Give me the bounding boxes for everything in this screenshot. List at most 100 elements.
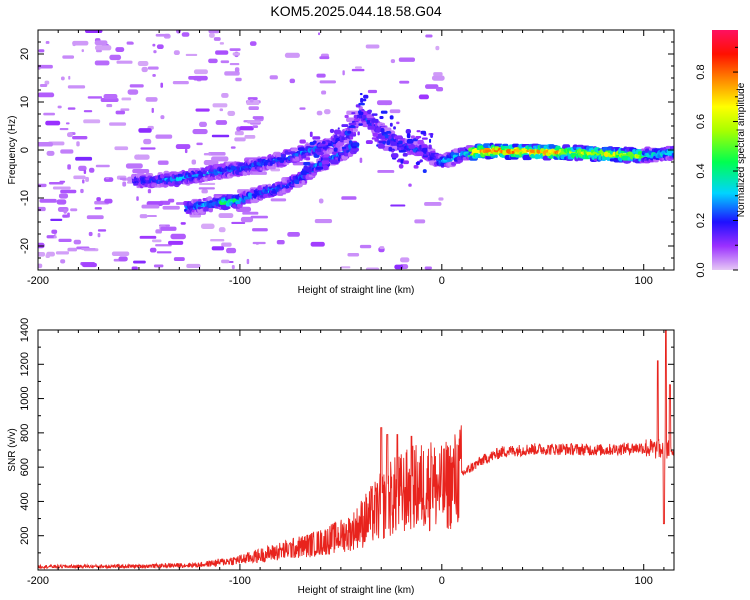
spectrogram-cell	[65, 122, 70, 125]
spectrogram-cell	[376, 100, 393, 106]
spectrogram-cell	[219, 108, 224, 112]
spectrogram-cell	[356, 126, 359, 129]
spectrogram-cell	[318, 32, 321, 36]
spectrogram-cell	[151, 239, 162, 243]
spectrogram-cell	[213, 37, 221, 41]
colorbar-tick-label: 0.6	[695, 114, 707, 129]
spectrogram-cell	[52, 186, 71, 190]
spectrogram-cell	[417, 139, 424, 145]
spectrogram-cell	[106, 104, 113, 108]
spectrogram-cell	[328, 148, 334, 153]
spectrogram-cell	[129, 84, 144, 88]
spectrogram-cell	[226, 247, 237, 254]
spectrogram-cell	[302, 154, 307, 159]
spectrogram-cell	[358, 111, 364, 116]
spectrogram-cell	[425, 84, 439, 89]
spectrogram-cell	[231, 265, 235, 270]
spectrogram-cell	[118, 256, 128, 262]
y-tick-label: 200	[19, 527, 31, 545]
y-tick-label: 400	[19, 492, 31, 510]
spectrogram-cell	[351, 128, 358, 132]
spectrogram-cell	[156, 251, 172, 254]
spectrogram-cell	[380, 128, 385, 133]
spectrogram-cell	[394, 264, 404, 270]
spectrogram-cell	[208, 151, 226, 156]
spectrogram-cell	[390, 141, 398, 146]
spectrogram-cell	[38, 263, 43, 269]
colorbar-label: Normalized spectral amplitude	[736, 82, 747, 217]
spectrogram-cell	[379, 116, 384, 119]
spectrogram-cell	[247, 120, 261, 124]
spectrogram-cell	[333, 147, 338, 152]
spectrogram-cell	[379, 246, 385, 250]
spectrogram-cell	[153, 264, 164, 268]
spectrogram-cell	[210, 239, 225, 242]
spectrogram-cell	[155, 33, 170, 37]
spectrogram-cell	[208, 58, 218, 64]
spectrogram-x-ticks: -200 -100 0 100	[27, 30, 665, 287]
spectrogram-cell	[341, 124, 349, 128]
spectrogram-cell	[72, 135, 88, 140]
spectrogram-cell	[229, 62, 240, 66]
spectrogram-cell	[39, 83, 48, 88]
spectrogram-cell	[248, 106, 259, 111]
spectrogram-cell	[671, 145, 674, 150]
spectrogram-cell	[78, 165, 87, 172]
spectrogram-cell	[155, 244, 172, 247]
spectrogram-cell	[351, 145, 357, 149]
spectrogram-cell	[425, 34, 433, 38]
spectrogram-cell	[337, 127, 340, 130]
spectrogram-cell	[363, 94, 369, 99]
spectrogram-cell	[270, 198, 287, 202]
spectrogram-cell	[269, 75, 278, 80]
spectrogram-cell	[88, 167, 95, 173]
spectrogram-cell	[88, 231, 93, 237]
spectrogram-cell	[103, 93, 118, 100]
spectrogram-cell	[371, 113, 378, 116]
spectrogram-cell	[365, 44, 380, 49]
spectrogram-cell	[339, 137, 342, 140]
spectrogram-cell	[67, 247, 78, 252]
spectrogram-cell	[137, 61, 149, 67]
spectrogram-cell	[81, 49, 84, 53]
x-tick-label: -200	[27, 575, 49, 587]
y-tick-label: -10	[19, 190, 31, 206]
spectrogram-cell	[208, 207, 213, 213]
spectrogram-cell	[239, 126, 254, 131]
y-tick-label: 10	[19, 96, 31, 108]
spectrogram-cell	[309, 141, 315, 146]
spectrogram-cell	[389, 122, 393, 127]
spectrogram-cell	[316, 152, 324, 155]
spectrogram-cell	[155, 134, 173, 139]
spectrogram-cell	[380, 110, 388, 114]
spectrogram-cell	[399, 80, 410, 84]
spectrogram-cell	[310, 241, 325, 247]
spectrogram-cell	[341, 196, 357, 200]
spectrogram-cell	[419, 159, 423, 163]
spectrogram-cell	[45, 41, 50, 44]
spectrogram-cell	[372, 132, 379, 137]
spectrogram-cell	[82, 262, 97, 268]
spectrogram-cell	[430, 133, 433, 138]
spectrogram-cell	[94, 40, 108, 46]
spectrogram-cell	[314, 218, 333, 224]
x-tick-label: 100	[635, 575, 653, 587]
spectrogram-cell	[119, 177, 127, 181]
spectrogram-cell	[126, 41, 134, 45]
spectrogram-cell	[341, 146, 347, 150]
spectrogram-cell	[111, 251, 130, 257]
spectrogram-cell	[289, 78, 296, 84]
spectrogram-cell	[316, 110, 323, 116]
spectrogram-cell	[396, 121, 400, 125]
spectrogram-cell	[109, 122, 127, 126]
spectrogram-cell	[405, 129, 412, 134]
spectrogram-cell	[58, 238, 72, 242]
spectrogram-cell	[45, 254, 50, 258]
spectrogram-cell	[55, 251, 70, 255]
spectrogram-cell	[127, 89, 139, 95]
spectrogram-cell	[72, 40, 89, 46]
spectrogram-cell	[386, 140, 391, 146]
snr-panel: -200 -100 0 100 200 400 600 800 1000 1200 1400 He…	[7, 318, 675, 596]
spectrogram-cell	[390, 153, 399, 158]
